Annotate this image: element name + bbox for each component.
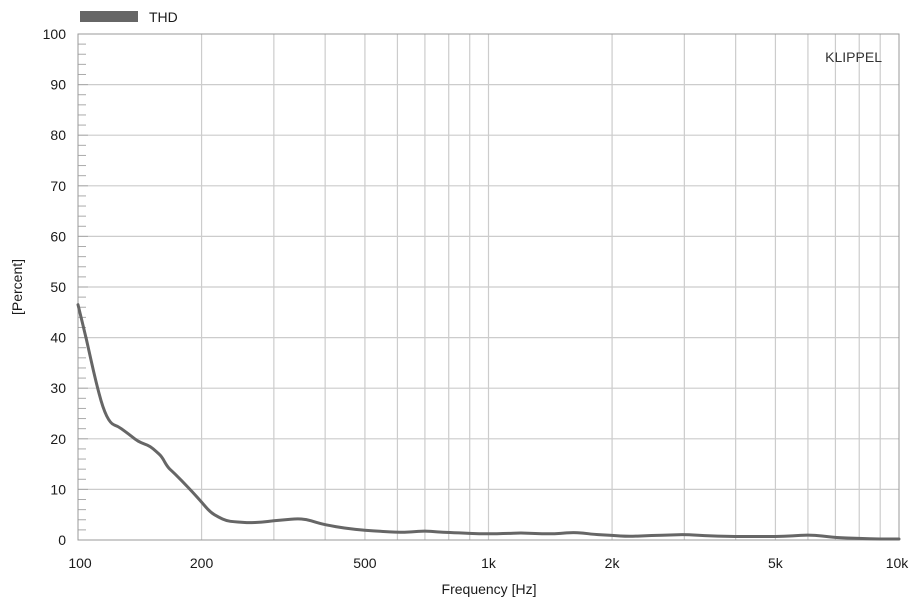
x-tick-label: 100 (68, 555, 92, 571)
y-tick-label: 100 (43, 26, 67, 42)
y-axis-title: [Percent] (9, 259, 25, 315)
x-axis-title: Frequency [Hz] (442, 581, 537, 597)
y-tick-label: 70 (50, 178, 66, 194)
series-line-thd (76, 303, 901, 541)
series-layer (76, 303, 901, 541)
y-tick-label: 10 (50, 481, 66, 497)
grid (78, 34, 899, 540)
y-tick-label: 50 (50, 279, 66, 295)
x-tick-label: 5k (768, 555, 784, 571)
klippel-watermark: KLIPPEL (825, 49, 882, 65)
x-tick-labels: 100 200 500 1k 2k 5k 10k (68, 555, 909, 571)
plot-frame (77, 33, 900, 541)
y-tick-label: 80 (50, 127, 66, 143)
y-tick-label: 0 (58, 532, 66, 548)
x-tick-label: 1k (481, 555, 497, 571)
y-minor-ticks (78, 33, 88, 541)
y-tick-label: 90 (50, 77, 66, 93)
legend: THD (80, 9, 178, 25)
y-tick-label: 60 (50, 228, 66, 244)
y-tick-labels: 0 10 20 30 40 50 60 70 80 90 100 (43, 26, 67, 548)
y-tick-label: 20 (50, 431, 66, 447)
x-tick-label: 500 (353, 555, 377, 571)
legend-label-thd: THD (149, 9, 178, 25)
y-tick-label: 30 (50, 380, 66, 396)
x-tick-label: 2k (605, 555, 621, 571)
x-tick-label: 200 (190, 555, 214, 571)
legend-swatch-thd (80, 11, 138, 22)
x-tick-label: 10k (886, 555, 910, 571)
y-tick-label: 40 (50, 330, 66, 346)
